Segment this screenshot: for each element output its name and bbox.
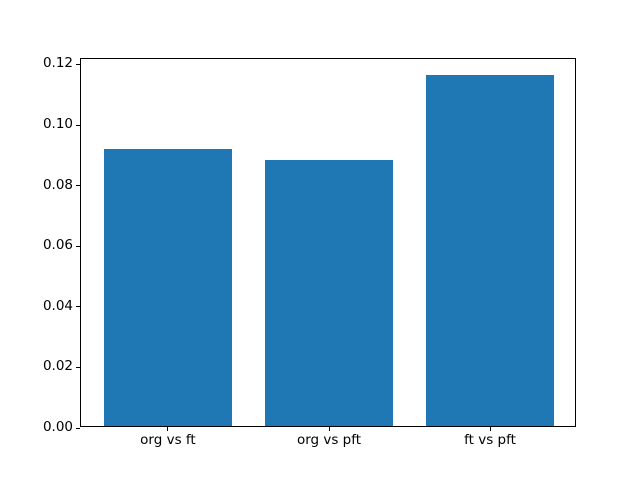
y-tick-label: 0.02 bbox=[42, 358, 73, 375]
bar-ft-vs-pft bbox=[425, 75, 555, 426]
x-tick-mark bbox=[489, 427, 491, 431]
y-tick-mark bbox=[76, 366, 80, 368]
x-tick-mark bbox=[328, 427, 330, 431]
y-tick-label: 0.06 bbox=[42, 237, 73, 254]
x-tick-label-ft-vs-pft: ft vs pft bbox=[464, 432, 516, 448]
y-tick-mark bbox=[76, 63, 80, 65]
y-tick-mark bbox=[76, 427, 80, 429]
y-tick-label: 0.10 bbox=[42, 116, 73, 133]
plot-area: 0.00 0.02 0.04 0.06 0.08 0.10 0.12 org vs ft org… bbox=[43, 57, 576, 447]
x-tick-label-org-vs-pft: org vs pft bbox=[296, 432, 362, 448]
y-tick-label: 0.08 bbox=[42, 176, 73, 193]
x-tick-mark bbox=[167, 427, 169, 431]
bar-org-vs-pft bbox=[264, 160, 394, 426]
y-tick-label: 0.12 bbox=[42, 55, 73, 72]
y-tick-label: 0.04 bbox=[42, 297, 73, 314]
y-tick-mark bbox=[76, 124, 80, 126]
y-tick-mark bbox=[76, 185, 80, 187]
y-tick-label: 0.00 bbox=[42, 419, 73, 435]
y-tick-mark bbox=[76, 245, 80, 247]
x-tick-label-org-vs-ft: org vs ft bbox=[140, 432, 196, 448]
y-tick-mark bbox=[76, 306, 80, 308]
bar-org-vs-ft bbox=[103, 148, 233, 426]
